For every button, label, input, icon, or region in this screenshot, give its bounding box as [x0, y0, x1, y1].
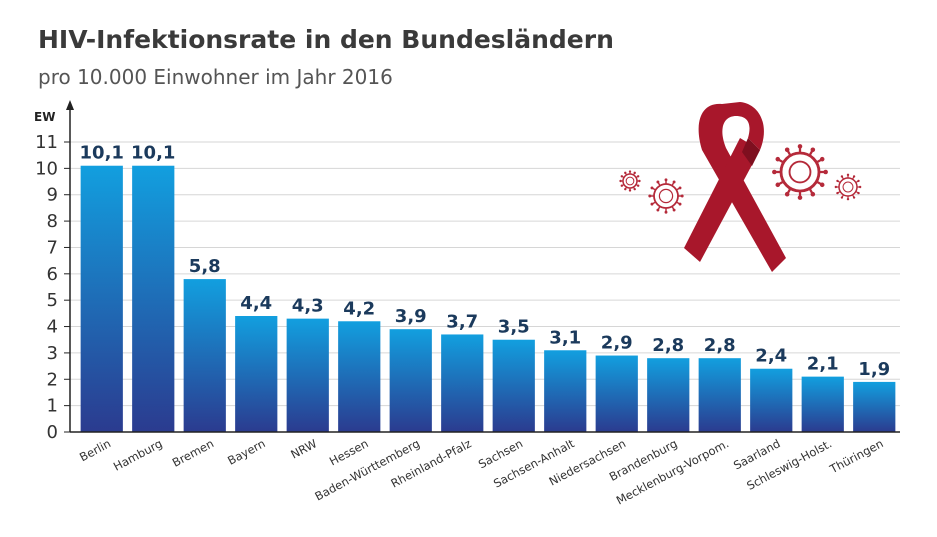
bar-value-label: 2,8: [652, 335, 684, 356]
y-tick-label: 10: [35, 158, 58, 179]
chart-subtitle: pro 10.000 Einwohner im Jahr 2016: [38, 65, 393, 89]
bar: [389, 329, 432, 432]
aids-ribbon-icon: [684, 102, 786, 272]
virus-decorations: [619, 144, 862, 214]
y-tick-label: 9: [47, 185, 58, 206]
bar-value-label: 3,1: [549, 327, 581, 348]
y-axis-label: EW: [34, 110, 55, 124]
bar: [441, 334, 484, 432]
bar: [698, 358, 741, 432]
bar-value-label: 3,5: [498, 317, 530, 338]
bar: [286, 318, 329, 432]
bars: [80, 165, 896, 432]
bar: [492, 339, 535, 432]
bar-value-label: 3,9: [395, 306, 427, 327]
bar: [801, 376, 844, 432]
y-tick-label: 6: [47, 264, 58, 285]
virus-icon: [619, 170, 641, 192]
x-tick-label: Thüringen: [827, 436, 886, 476]
virus-icon: [772, 144, 828, 200]
virus-icon: [834, 173, 862, 201]
bar: [80, 165, 123, 432]
y-tick-label: 0: [47, 422, 58, 443]
bar: [647, 358, 690, 432]
bar-value-label: 4,3: [292, 296, 324, 317]
x-tick-label: Hamburg: [111, 436, 165, 473]
y-tick-label: 7: [47, 237, 58, 258]
y-tick-label: 2: [47, 369, 58, 390]
bar: [235, 316, 278, 432]
y-axis: [66, 100, 74, 432]
bar-value-label: 2,9: [601, 333, 633, 354]
y-tick-label: 3: [47, 343, 58, 364]
bar-value-label: 10,1: [131, 143, 175, 164]
bar-value-label: 4,4: [240, 293, 272, 314]
y-tick-label: 11: [35, 132, 58, 153]
bar-value-label: 10,1: [80, 143, 124, 164]
virus-icon: [648, 178, 684, 214]
y-tick-label: 8: [47, 211, 58, 232]
chart-title: HIV-Infektionsrate in den Bundesländern: [38, 25, 614, 54]
y-axis-ticks: 0 1 2 3 4 5 6 7 8 9 10 11: [35, 132, 70, 443]
bar-value-label: 4,2: [343, 298, 375, 319]
bar: [183, 279, 226, 432]
bar: [750, 368, 793, 432]
bar-value-label: 2,1: [807, 354, 839, 375]
bar: [338, 321, 381, 432]
x-tick-label: NRW: [288, 436, 319, 461]
x-tick-label: Berlin: [77, 436, 113, 464]
bar-value-label: 3,7: [446, 311, 478, 332]
bar-value-label: 1,9: [858, 359, 890, 380]
x-tick-label: Bremen: [170, 436, 216, 469]
bar-value-label: 2,4: [755, 346, 787, 367]
x-tick-label: Schleswig-Holst.: [744, 436, 834, 493]
bar-value-label: 2,8: [704, 335, 736, 356]
bar: [595, 355, 638, 432]
y-tick-label: 5: [47, 290, 58, 311]
bar-value-label: 5,8: [189, 256, 221, 277]
bar: [853, 381, 896, 432]
bar-value-labels: 10,1 10,1 5,8 4,4 4,3 4,2 3,9 3,7 3,5 3,1 2,9 2,8 2,…: [80, 143, 891, 380]
y-tick-label: 4: [47, 317, 58, 338]
bar: [544, 350, 587, 432]
y-tick-label: 1: [47, 396, 58, 417]
bar: [132, 165, 175, 432]
x-tick-label: Bayern: [225, 436, 267, 467]
